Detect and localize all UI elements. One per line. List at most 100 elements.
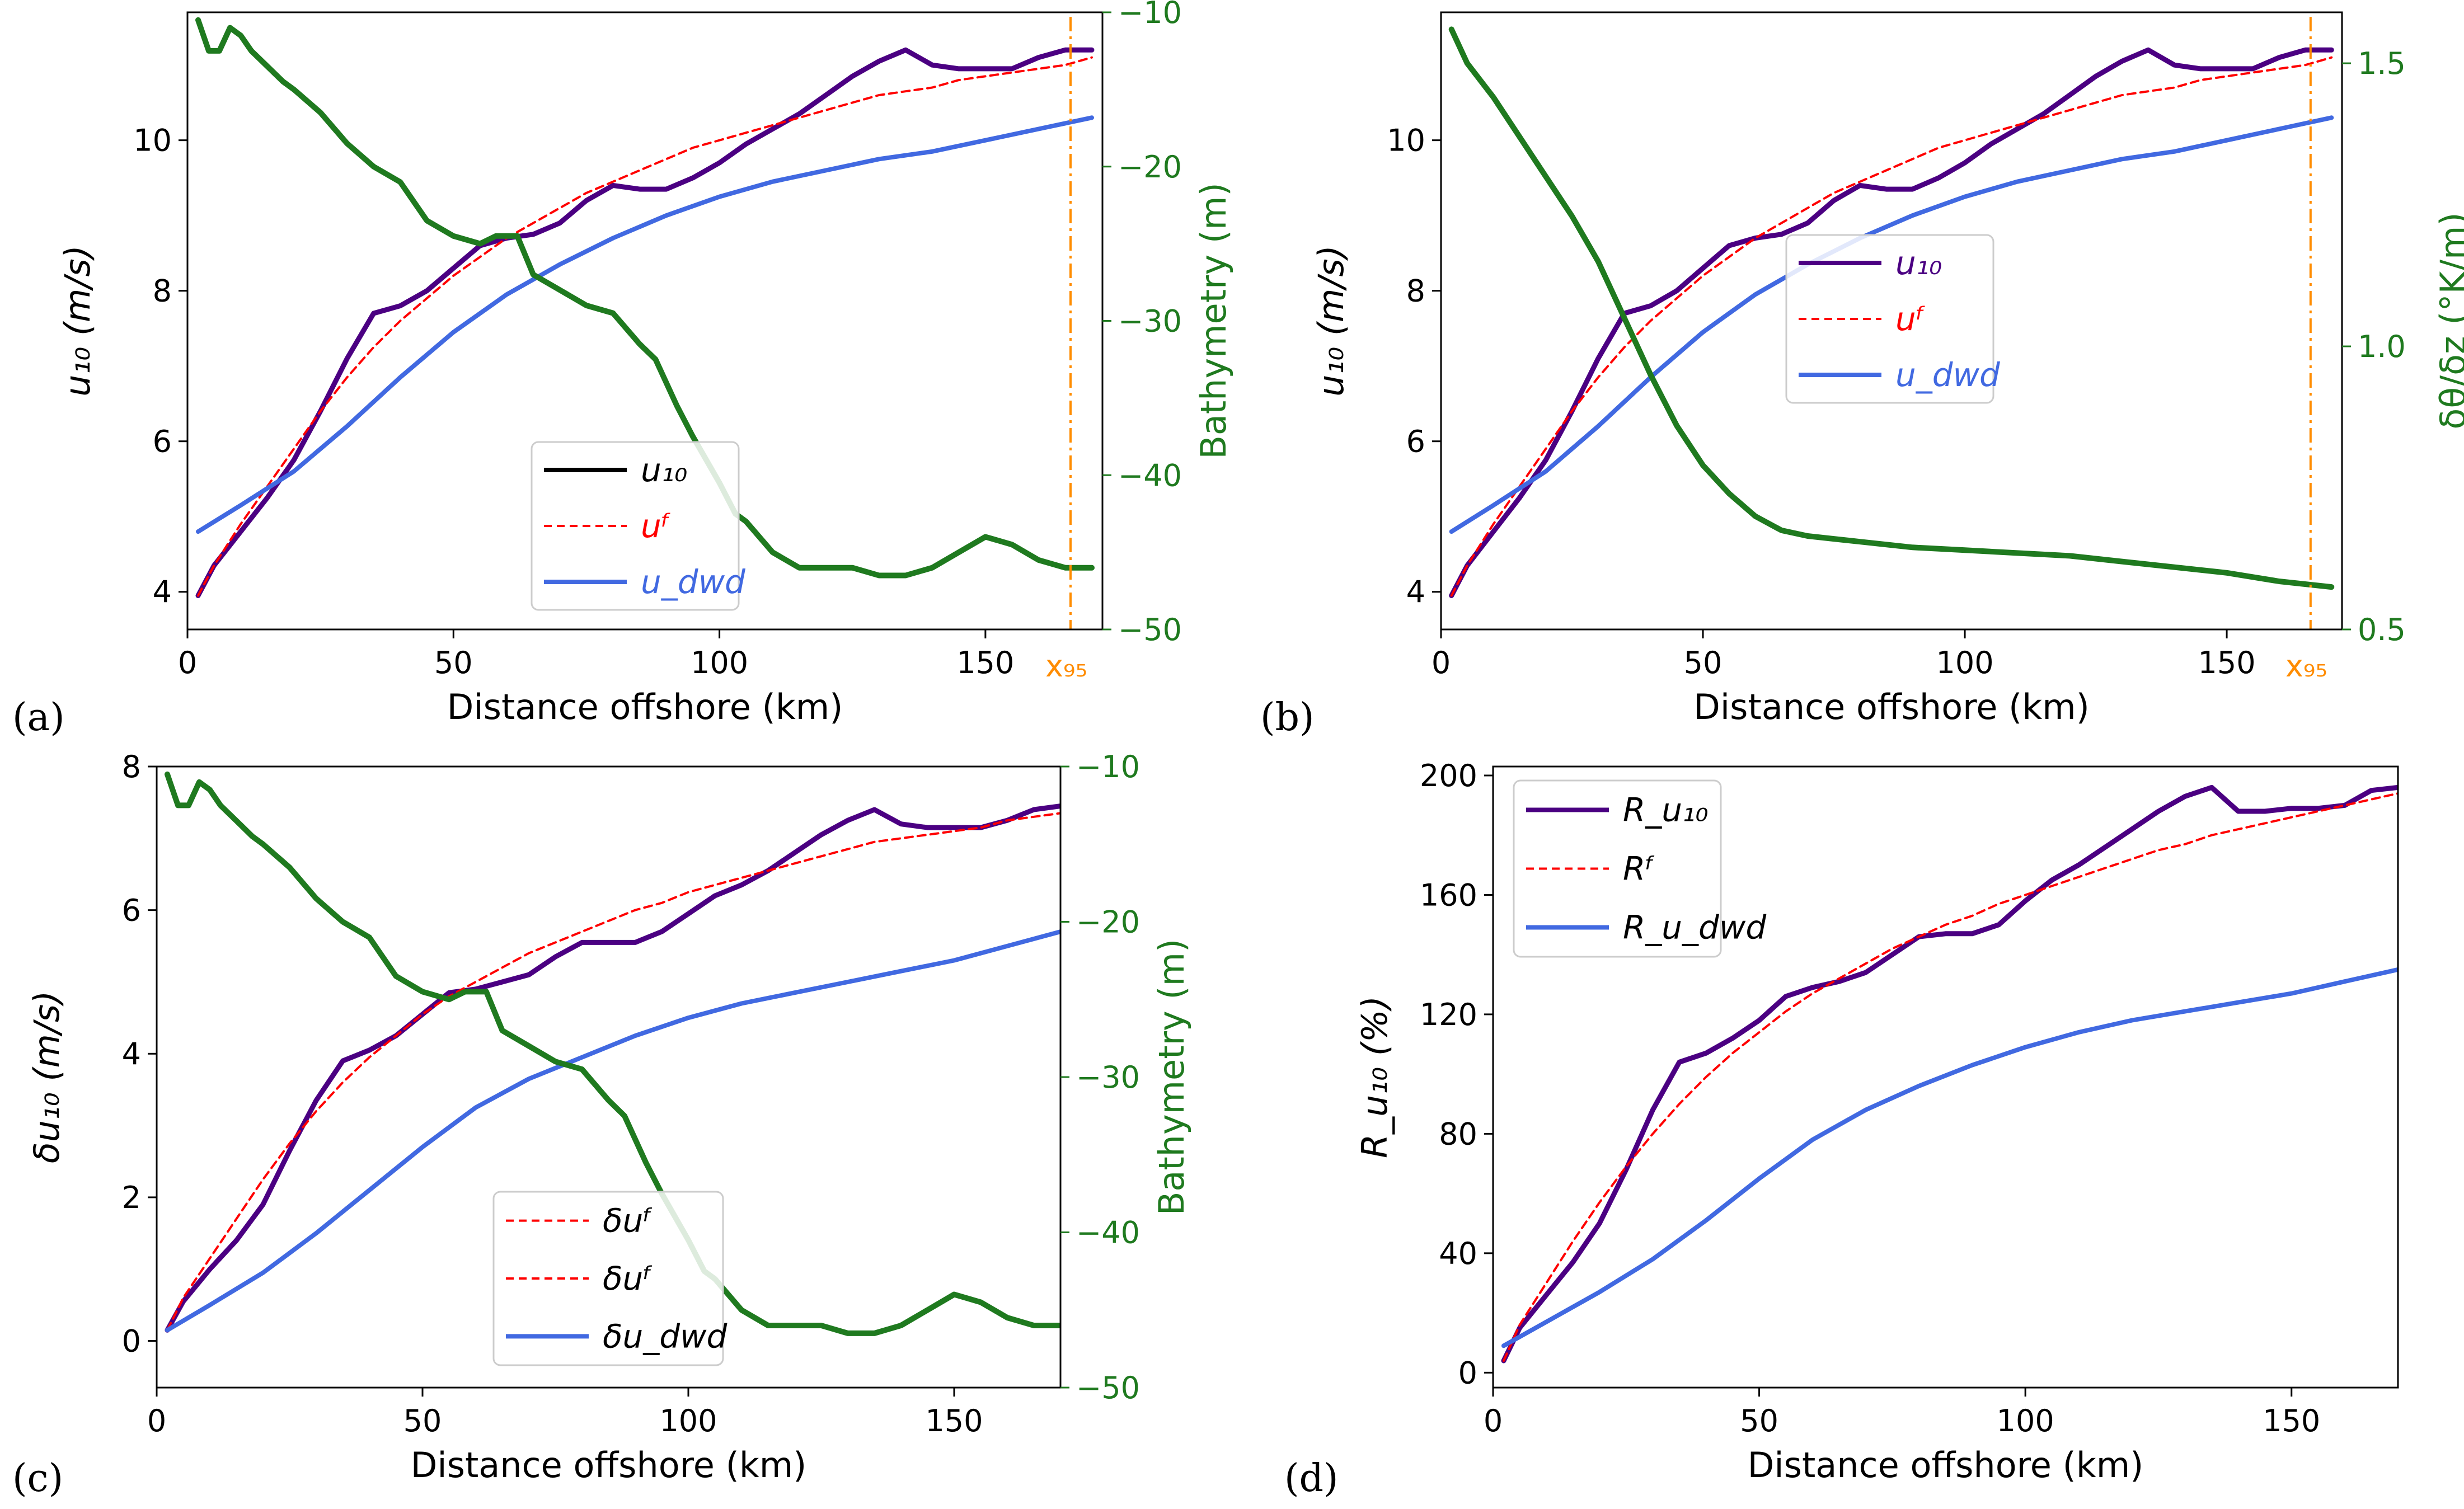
y-tick-label: 200 [1420, 758, 1477, 793]
series-duf-line [166, 812, 1060, 1332]
legend-entry-label: u_dwd [641, 563, 746, 601]
series-udwd-line [1449, 115, 2334, 534]
y2-tick-label: −30 [1076, 1060, 1140, 1095]
y-tick-label: 6 [122, 893, 141, 928]
y-tick-label: 6 [1406, 424, 1425, 459]
y2-tick-label: 1.0 [2358, 329, 2406, 364]
y-tick-label: 0 [1458, 1355, 1477, 1390]
y-axis-label: u₁₀ (m/s) [57, 245, 98, 397]
x-tick-label: 0 [147, 1403, 166, 1439]
series-uf-line [197, 56, 1093, 597]
series-uf-line [1450, 56, 2333, 597]
x-axis-label: Distance offshore (km) [411, 1445, 807, 1486]
y-tick-label: 40 [1439, 1236, 1477, 1271]
panel-b: 0 50 100 150 x₉₅ Distance offshore (km) 4 6 8 10 0… [1260, 11, 2464, 740]
y2-axis-label: Bathymetry (m) [1151, 939, 1192, 1215]
plot-area [1501, 784, 2398, 1364]
legend: u₁₀ uᶠ u_dwd [531, 441, 746, 611]
y2-tick-label: −10 [1076, 749, 1140, 784]
x-tick-label: 150 [925, 1403, 983, 1439]
series-udwd-line [196, 115, 1094, 534]
x-tick-label: 100 [691, 645, 748, 680]
legend-entry-label: Rᶠ [1623, 850, 1655, 888]
y-tick-label: 120 [1420, 997, 1477, 1032]
y-tick-label: 0 [122, 1324, 141, 1359]
panel-a: 0 50 100 150 x₉₅ Distance offshore (km) 4 6 8 10 −… [12, 0, 1234, 740]
legend-entry-label: u_dwd [1895, 356, 2001, 394]
y2-tick-label: −50 [1076, 1370, 1140, 1405]
series-du10-line [165, 803, 1060, 1333]
y2-tick-label: −20 [1118, 149, 1182, 185]
y-tick-label: 6 [153, 424, 172, 459]
y2-tick-label: −10 [1118, 0, 1182, 30]
y-tick-label: 4 [1406, 575, 1425, 610]
legend-entry-label: R_u₁₀ [1623, 791, 1709, 829]
series-dudwd-line [165, 929, 1060, 1333]
panel-label: (d) [1284, 1456, 1339, 1501]
y2-axis-label: Bathymetry (m) [1193, 182, 1234, 459]
legend-frame [531, 441, 740, 611]
x95-label: x₉₅ [2285, 648, 2327, 684]
x-tick-label: 150 [2263, 1403, 2320, 1439]
legend-entry-label: u₁₀ [641, 451, 687, 489]
x-tick-label: 150 [2198, 645, 2256, 680]
x-axis-label: Distance offshore (km) [1748, 1445, 2144, 1486]
panel-label: (a) [12, 695, 65, 740]
panel-label: (b) [1260, 695, 1315, 740]
y-tick-label: 2 [122, 1180, 141, 1215]
x-axis-label: Distance offshore (km) [447, 687, 843, 727]
legend-entry-label: δuᶠ [603, 1202, 653, 1240]
axes-frame [1492, 765, 2399, 1389]
series-dtheta_dz-line [1448, 26, 2335, 590]
series-Rf-line [1503, 792, 2398, 1362]
x-tick-label: 50 [403, 1403, 442, 1439]
panel-d: 0 50 100 150 Distance offshore (km) 0 40 80 120 1… [1284, 758, 2399, 1501]
y-tick-label: 4 [153, 575, 172, 610]
legend-entry-label: δuᶠ [603, 1259, 653, 1298]
x-tick-label: 150 [956, 645, 1014, 680]
axes-frame [1440, 11, 2343, 631]
y2-tick-label: −30 [1118, 304, 1182, 339]
y2-tick-label: −40 [1076, 1215, 1140, 1251]
panel-label: (c) [12, 1456, 63, 1501]
y2-tick-label: 0.5 [2358, 612, 2406, 647]
y-tick-label: 8 [153, 274, 172, 309]
y2-tick-label: −50 [1118, 612, 1182, 647]
legend-entry-label: uᶠ [1895, 300, 1926, 338]
panel-c: 0 50 100 150 Distance offshore (km) 0 2 4 6 8 −50 −… [12, 749, 1192, 1501]
legend-entry-label: δu_dwd [603, 1317, 728, 1355]
y2-tick-label: −40 [1118, 458, 1182, 493]
series-Rudwd-line [1501, 967, 2398, 1348]
y-tick-label: 8 [122, 749, 141, 784]
y-tick-label: 8 [1406, 274, 1425, 309]
legend-frame [1785, 234, 1994, 404]
x-tick-label: 0 [1432, 645, 1451, 680]
y-tick-label: 10 [133, 123, 172, 158]
y2-axis-label: δθ/δz (°K/m) [2433, 212, 2464, 429]
x-tick-label: 50 [1684, 645, 1723, 680]
plot-area [195, 17, 1095, 629]
legend: δuᶠ δuᶠ δu_dwd [492, 1191, 728, 1366]
x-tick-label: 50 [434, 645, 473, 680]
y-axis-label: R_u₁₀ (%) [1354, 996, 1395, 1158]
legend-frame [1513, 779, 1722, 958]
series-bathymetry-line [195, 17, 1095, 579]
x-tick-label: 0 [178, 645, 197, 680]
y-tick-label: 80 [1439, 1116, 1477, 1151]
x-tick-label: 0 [1484, 1403, 1503, 1439]
x-tick-label: 100 [659, 1403, 717, 1439]
x-tick-label: 100 [1936, 645, 1994, 680]
legend: u₁₀ uᶠ u_dwd [1785, 234, 2001, 404]
y-tick-label: 10 [1387, 123, 1425, 158]
x-tick-label: 100 [1997, 1403, 2054, 1439]
plot-area [1448, 17, 2335, 629]
series-Ru10-line [1501, 784, 2398, 1364]
y-tick-label: 4 [122, 1036, 141, 1071]
legend-entry-label: R_u_dwd [1623, 909, 1767, 947]
series-u10-line [195, 47, 1095, 598]
x-tick-label: 50 [1740, 1403, 1778, 1439]
legend: R_u₁₀ Rᶠ R_u_dwd [1513, 779, 1767, 958]
x-axis-label: Distance offshore (km) [1693, 687, 2090, 727]
legend-entry-label: u₁₀ [1895, 244, 1942, 282]
